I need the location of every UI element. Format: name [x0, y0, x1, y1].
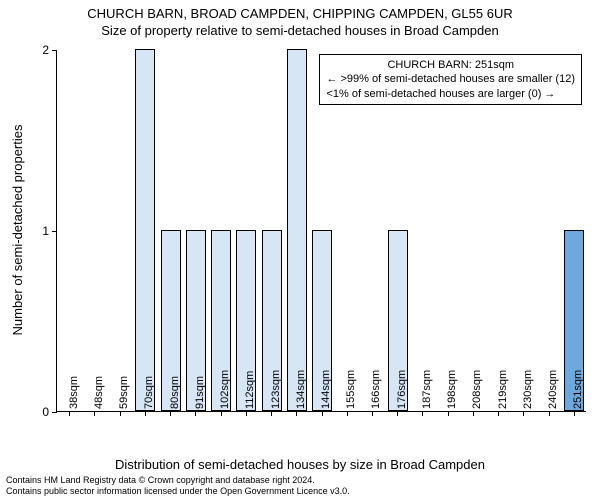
xtick-mark — [448, 411, 449, 416]
xtick-mark — [372, 411, 373, 416]
xtick-label: 59sqm — [118, 376, 130, 409]
xtick-mark — [322, 411, 323, 416]
xtick-mark — [498, 411, 499, 416]
footer-line-2: Contains public sector information licen… — [6, 486, 350, 497]
xtick-label: 102sqm — [219, 370, 231, 409]
xtick-label: 123sqm — [270, 370, 282, 409]
legend-line-1: CHURCH BARN: 251sqm — [326, 58, 575, 72]
xtick-label: 112sqm — [244, 371, 256, 409]
xtick-label: 176sqm — [396, 370, 408, 409]
xtick-mark — [523, 411, 524, 416]
xtick-label: 144sqm — [320, 370, 332, 409]
xtick-mark — [145, 411, 146, 416]
xtick-label: 80sqm — [169, 376, 181, 409]
xtick-mark — [574, 411, 575, 416]
xtick-label: 187sqm — [421, 370, 433, 409]
bar — [135, 49, 155, 411]
xtick-label: 219sqm — [497, 370, 509, 409]
xtick-mark — [221, 411, 222, 416]
xtick-label: 240sqm — [547, 370, 559, 409]
xtick-mark — [170, 411, 171, 416]
xtick-label: 251sqm — [572, 370, 584, 409]
xtick-label: 198sqm — [446, 370, 458, 409]
xtick-mark — [473, 411, 474, 416]
ytick-label: 2 — [29, 43, 49, 57]
xtick-mark — [246, 411, 247, 416]
legend-line-3: <1% of semi-detached houses are larger (… — [326, 87, 575, 101]
xtick-mark — [397, 411, 398, 416]
ytick-label: 1 — [29, 224, 49, 238]
xtick-label: 155sqm — [345, 370, 357, 409]
figure: CHURCH BARN, BROAD CAMPDEN, CHIPPING CAM… — [0, 0, 600, 500]
chart-area: 01238sqm48sqm59sqm70sqm80sqm91sqm102sqm1… — [56, 50, 586, 412]
ytick-mark — [52, 231, 57, 232]
legend-box: CHURCH BARN: 251sqm ← >99% of semi-detac… — [319, 54, 582, 105]
xtick-mark — [296, 411, 297, 416]
xtick-label: 38sqm — [68, 376, 80, 409]
xtick-mark — [422, 411, 423, 416]
footer-line-1: Contains HM Land Registry data © Crown c… — [6, 475, 350, 486]
legend-line-2: ← >99% of semi-detached houses are small… — [326, 72, 575, 86]
xtick-mark — [271, 411, 272, 416]
xtick-label: 70sqm — [143, 376, 155, 409]
xtick-mark — [120, 411, 121, 416]
ytick-mark — [52, 50, 57, 51]
xtick-mark — [195, 411, 196, 416]
ytick-mark — [52, 412, 57, 413]
bar — [287, 49, 307, 411]
page-subtitle: Size of property relative to semi-detach… — [0, 21, 600, 42]
xtick-label: 208sqm — [471, 370, 483, 409]
xtick-mark — [549, 411, 550, 416]
xtick-mark — [94, 411, 95, 416]
xtick-mark — [347, 411, 348, 416]
xtick-label: 48sqm — [93, 376, 105, 409]
xtick-label: 134sqm — [295, 370, 307, 409]
xtick-label: 91sqm — [194, 376, 206, 409]
xtick-label: 166sqm — [370, 370, 382, 409]
xtick-label: 230sqm — [522, 370, 534, 409]
footer: Contains HM Land Registry data © Crown c… — [6, 475, 350, 497]
x-axis-label: Distribution of semi-detached houses by … — [0, 457, 600, 472]
page-title: CHURCH BARN, BROAD CAMPDEN, CHIPPING CAM… — [0, 0, 600, 21]
xtick-mark — [69, 411, 70, 416]
ytick-label: 0 — [29, 405, 49, 419]
y-axis-label: Number of semi-detached properties — [10, 125, 25, 336]
